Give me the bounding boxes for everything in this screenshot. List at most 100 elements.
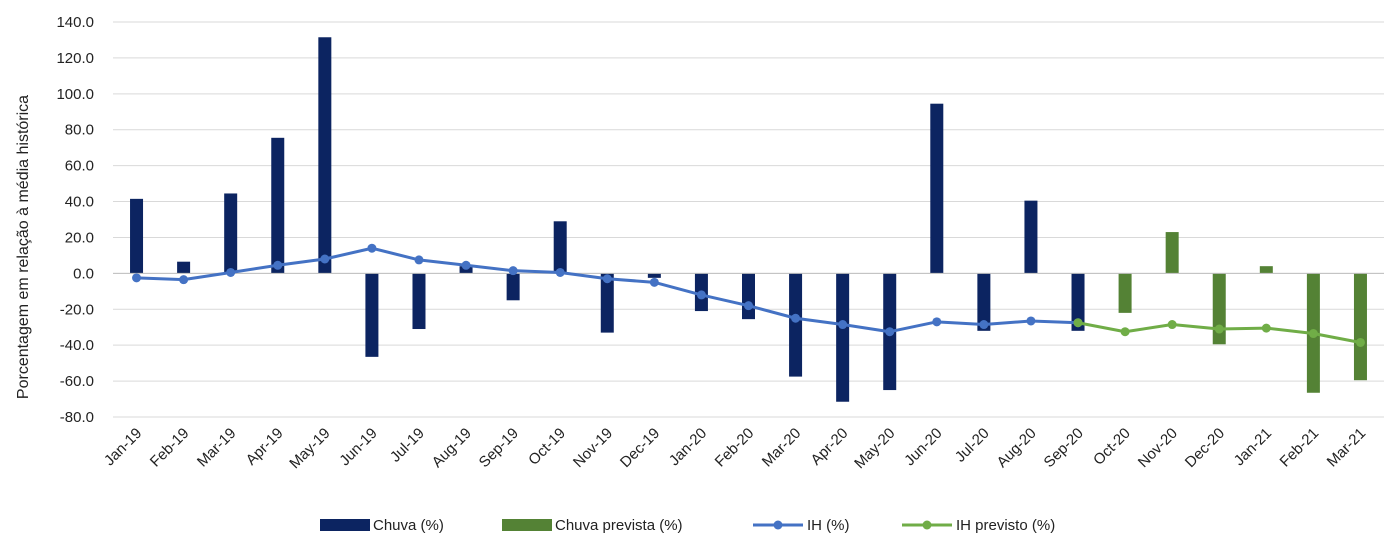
bar-chuva <box>130 198 144 274</box>
legend-label: IH (%) <box>807 517 850 534</box>
point-ih <box>320 254 330 264</box>
x-tick-label: Nov-20 <box>1135 425 1181 471</box>
point-ih <box>132 273 142 283</box>
point-ih-previsto <box>1308 329 1318 339</box>
legend: Chuva (%) Chuva prevista (%) IH (%) IH prev… <box>320 517 1055 534</box>
y-tick-label: 120.0 <box>56 50 94 67</box>
y-axis-label: Porcentagem em relação à média histórica <box>15 95 32 399</box>
x-tick-label: Oct-19 <box>525 425 569 469</box>
bar-chuva-prevista <box>1212 273 1226 345</box>
legend-item-chuva: Chuva (%) <box>320 517 444 534</box>
bar-chuva <box>977 273 991 331</box>
y-tick-label: -40.0 <box>60 337 94 354</box>
x-tick-label: Jan-20 <box>666 425 710 469</box>
bar-chuva <box>271 137 285 274</box>
x-tick-label: May-19 <box>286 425 333 472</box>
x-axis-ticks: Jan-19 Feb-19 Mar-19 Apr-19 May-19 Jun-19 Jul-… <box>101 425 1369 472</box>
point-ih <box>461 260 471 270</box>
x-tick-label: Aug-19 <box>429 425 475 471</box>
legend-swatch <box>502 519 552 531</box>
bar-chuva <box>412 273 426 330</box>
x-tick-label: Jul-20 <box>952 425 993 466</box>
legend-label: Chuva (%) <box>373 517 444 534</box>
point-ih <box>696 290 706 300</box>
point-ih-previsto <box>1214 324 1224 334</box>
point-ih <box>555 267 565 277</box>
legend-swatch <box>320 519 370 531</box>
x-tick-label: Oct-20 <box>1090 425 1134 469</box>
point-ih-previsto <box>1073 318 1083 328</box>
point-ih <box>885 327 895 337</box>
x-tick-label: Jan-19 <box>101 425 145 469</box>
x-tick-label: Apr-20 <box>808 425 852 469</box>
point-ih <box>273 260 283 270</box>
point-ih <box>179 275 189 285</box>
point-ih <box>508 266 518 276</box>
bar-chuva <box>1071 273 1085 331</box>
point-ih <box>979 320 989 330</box>
legend-label: IH previsto (%) <box>956 517 1055 534</box>
bar-chuva <box>224 193 238 274</box>
x-tick-label: Mar-20 <box>759 425 805 471</box>
point-ih <box>367 243 377 253</box>
y-tick-label: 20.0 <box>65 229 94 246</box>
x-tick-label: Jun-19 <box>336 425 380 469</box>
legend-label: Chuva prevista (%) <box>555 517 683 534</box>
bar-chuva-prevista <box>1118 273 1132 313</box>
bar-chuva <box>506 273 520 301</box>
x-tick-label: Sep-20 <box>1041 425 1087 471</box>
y-tick-label: 80.0 <box>65 122 94 139</box>
legend-marker <box>773 520 783 530</box>
y-tick-label: 40.0 <box>65 194 94 211</box>
point-ih <box>1026 316 1036 326</box>
point-ih <box>791 313 801 323</box>
y-tick-label: 60.0 <box>65 158 94 175</box>
point-ih-previsto <box>1120 327 1130 337</box>
y-tick-label: 0.0 <box>73 265 94 282</box>
y-tick-label: 140.0 <box>56 14 94 31</box>
point-ih <box>226 267 236 277</box>
bar-chuva <box>365 273 379 357</box>
bar-chuva <box>647 273 661 278</box>
y-tick-label: -60.0 <box>60 373 94 390</box>
x-tick-label: Jan-21 <box>1231 425 1275 469</box>
point-ih <box>649 277 659 287</box>
x-tick-label: Mar-21 <box>1324 425 1370 471</box>
bar-chuva <box>318 37 332 274</box>
gridlines <box>113 21 1384 418</box>
bar-chuva <box>600 273 614 333</box>
x-tick-label: Jul-19 <box>387 425 428 466</box>
bar-chuva-prevista <box>1353 273 1367 381</box>
legend-item-chuva-prevista: Chuva prevista (%) <box>502 517 683 534</box>
x-tick-label: Dec-19 <box>617 425 663 471</box>
bar-chuva <box>553 221 567 274</box>
lines <box>132 243 1365 347</box>
legend-marker <box>922 520 932 530</box>
point-ih-previsto <box>1355 337 1365 347</box>
x-tick-label: Nov-19 <box>570 425 616 471</box>
x-tick-label: Jun-20 <box>901 425 945 469</box>
x-tick-label: Dec-20 <box>1182 425 1228 471</box>
x-tick-label: Feb-21 <box>1277 425 1323 471</box>
bar-chuva <box>789 273 803 377</box>
y-tick-label: -80.0 <box>60 409 94 426</box>
y-tick-label: -20.0 <box>60 301 94 318</box>
point-ih <box>932 317 942 327</box>
point-ih <box>414 255 424 265</box>
legend-item-ih: IH (%) <box>753 517 850 534</box>
y-axis-ticks: 140.0 120.0 100.0 80.0 60.0 40.0 20.0 0.0 -20.0 -… <box>56 14 94 426</box>
bar-chuva-prevista <box>1165 232 1179 274</box>
bar-chuva <box>1024 200 1038 274</box>
point-ih <box>744 301 753 311</box>
legend-item-ih-previsto: IH previsto (%) <box>902 517 1055 534</box>
bar-chuva <box>742 273 755 320</box>
x-tick-label: Mar-19 <box>194 425 240 471</box>
x-tick-label: Aug-20 <box>994 425 1040 471</box>
x-tick-label: Sep-19 <box>476 425 522 471</box>
x-tick-label: May-20 <box>851 425 898 472</box>
x-tick-label: Feb-19 <box>147 425 193 471</box>
bar-chuva <box>930 103 944 274</box>
bar-chuva <box>836 273 850 402</box>
